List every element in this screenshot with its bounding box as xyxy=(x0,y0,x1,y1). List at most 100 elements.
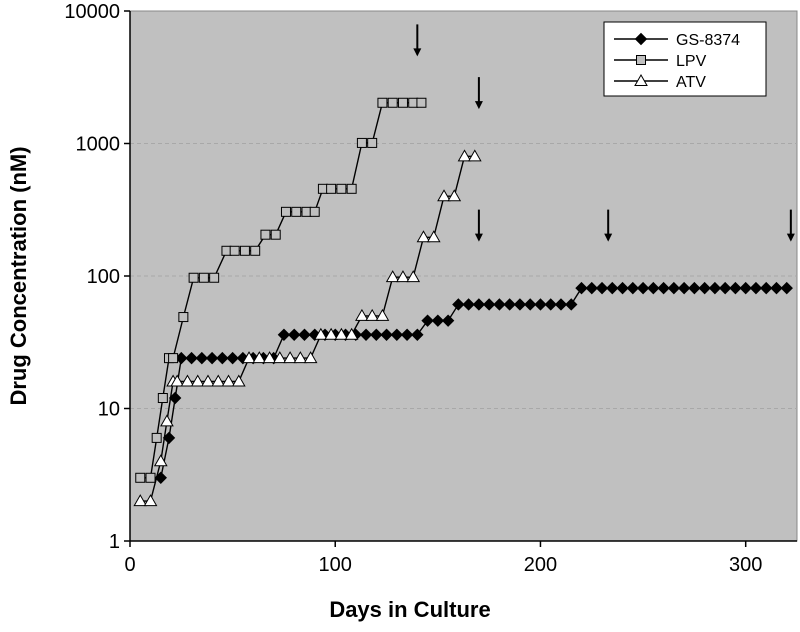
legend-marker-2 xyxy=(634,73,648,86)
legend: GS-8374 LPV ATV xyxy=(603,21,767,97)
data-point-0-53 xyxy=(688,281,701,295)
data-point-1-15 xyxy=(270,229,281,240)
data-point-1-11 xyxy=(229,245,240,256)
y-tick-label-10: 10 xyxy=(98,399,120,421)
data-point-1-19 xyxy=(309,206,320,217)
data-point-0-58 xyxy=(739,281,752,295)
data-point-0-44 xyxy=(595,281,609,295)
down-arrow-2 xyxy=(474,209,483,242)
data-point-0-50 xyxy=(657,281,670,295)
data-point-2-28 xyxy=(406,270,421,283)
data-point-0-29 xyxy=(441,314,455,327)
data-point-1-9 xyxy=(209,272,220,283)
data-point-2-10 xyxy=(221,374,236,387)
data-point-2-20 xyxy=(324,327,338,340)
data-point-0-7 xyxy=(216,351,229,365)
data-point-2-16 xyxy=(283,351,297,364)
data-point-2-22 xyxy=(344,327,359,340)
data-point-2-17 xyxy=(293,351,308,364)
annotation-layer xyxy=(413,24,795,242)
down-arrow-3 xyxy=(604,209,613,242)
data-point-0-24 xyxy=(390,328,404,341)
data-point-0-45 xyxy=(606,281,619,295)
data-point-2-19 xyxy=(314,327,328,340)
data-point-1-2 xyxy=(151,432,162,443)
data-point-2-2 xyxy=(153,454,168,467)
data-point-0-22 xyxy=(370,328,383,341)
data-point-1-6 xyxy=(178,312,189,323)
arrow-head-3 xyxy=(604,233,613,242)
data-point-0-60 xyxy=(760,281,773,295)
x-tick-label-200: 200 xyxy=(524,554,557,576)
data-point-2-13 xyxy=(252,351,267,364)
data-point-1-1 xyxy=(145,472,156,483)
data-point-0-32 xyxy=(472,298,486,311)
data-point-0-40 xyxy=(554,298,568,311)
x-tick-label-300: 300 xyxy=(729,554,762,576)
data-point-2-33 xyxy=(457,149,472,162)
arrow-head-2 xyxy=(474,233,483,242)
data-point-1-22 xyxy=(336,183,347,194)
y-tick-label-1: 1 xyxy=(109,531,120,553)
data-point-2-6 xyxy=(180,374,195,387)
legend-marker-0 xyxy=(634,32,648,46)
data-point-0-55 xyxy=(708,281,722,295)
data-point-0-36 xyxy=(513,298,527,311)
y-tick-label-1000: 1000 xyxy=(76,134,121,156)
data-point-1-7 xyxy=(188,272,199,283)
data-point-2-0 xyxy=(133,494,148,507)
data-point-0-47 xyxy=(626,281,640,295)
data-point-0-30 xyxy=(452,298,465,311)
data-point-0-35 xyxy=(503,298,516,311)
data-point-2-34 xyxy=(467,149,482,162)
data-point-1-17 xyxy=(291,206,302,217)
data-point-0-8 xyxy=(226,351,239,365)
data-point-0-59 xyxy=(749,281,763,295)
data-point-0-26 xyxy=(411,328,424,341)
data-point-1-20 xyxy=(317,183,328,194)
data-point-2-8 xyxy=(201,374,215,387)
gridlines xyxy=(130,143,797,409)
data-point-2-14 xyxy=(262,351,277,364)
y-axis-label: Drug Concentration (nM) xyxy=(6,146,31,405)
data-point-2-31 xyxy=(437,189,451,202)
data-point-1-8 xyxy=(198,272,209,283)
data-point-0-34 xyxy=(493,298,506,311)
legend-label-0: GS-8374 xyxy=(676,32,740,49)
axes: 1 10 100 1000 10000 0 100 200 300 xyxy=(64,1,797,576)
data-point-1-23 xyxy=(346,183,357,194)
data-point-0-52 xyxy=(677,281,691,295)
data-point-0-61 xyxy=(770,281,783,295)
data-point-1-10 xyxy=(221,245,232,256)
data-point-1-28 xyxy=(397,97,408,108)
data-point-0-57 xyxy=(729,281,742,295)
data-point-0-43 xyxy=(585,281,598,295)
data-point-0-15 xyxy=(298,328,311,341)
arrow-head-0 xyxy=(413,48,422,57)
data-point-2-11 xyxy=(231,374,246,387)
data-point-0-21 xyxy=(359,328,373,341)
series-layer xyxy=(133,97,793,507)
data-point-0-49 xyxy=(647,281,660,295)
data-point-2-5 xyxy=(170,374,185,387)
data-point-0-46 xyxy=(616,281,629,295)
data-point-0-28 xyxy=(431,314,445,327)
x-tick-label-0: 0 xyxy=(124,554,135,576)
data-point-2-15 xyxy=(272,351,287,364)
data-point-2-7 xyxy=(190,374,205,387)
data-point-0-37 xyxy=(523,298,537,311)
data-point-2-29 xyxy=(416,230,431,243)
data-point-1-30 xyxy=(416,97,427,108)
data-point-0-31 xyxy=(462,298,475,311)
data-point-0-33 xyxy=(482,298,496,311)
data-point-0-25 xyxy=(400,328,414,341)
down-arrow-4 xyxy=(786,209,795,242)
data-point-1-21 xyxy=(326,183,337,194)
data-point-2-26 xyxy=(385,270,400,283)
down-arrow-1 xyxy=(474,77,483,110)
data-point-2-32 xyxy=(447,189,462,202)
data-point-1-0 xyxy=(135,472,146,483)
data-point-0-39 xyxy=(544,298,557,311)
data-point-2-21 xyxy=(334,327,349,340)
data-point-2-9 xyxy=(211,374,226,387)
